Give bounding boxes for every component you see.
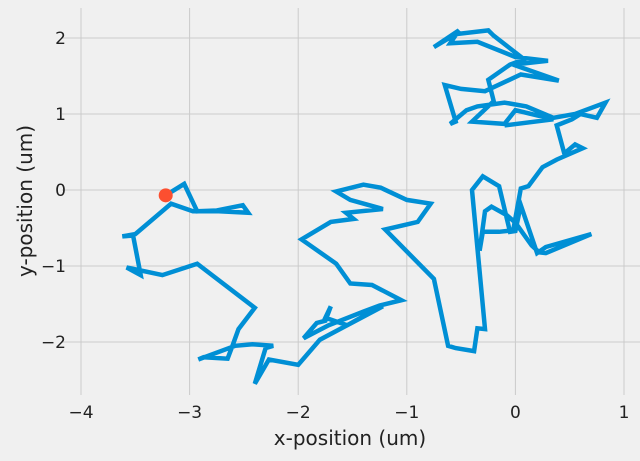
y-tick-label: 0 xyxy=(55,181,66,201)
y-axis-label: y-position (um) xyxy=(13,125,37,277)
x-tick-label: −2 xyxy=(286,403,311,423)
y-tick-label: 2 xyxy=(55,29,66,49)
y-tick-label: 1 xyxy=(55,105,66,125)
marker-group xyxy=(158,188,173,203)
x-tick-labels: −4 −3 −2 −1 0 1 xyxy=(68,403,629,423)
x-tick-label: 1 xyxy=(619,403,630,423)
trajectory-line xyxy=(121,28,611,385)
y-tick-label: −1 xyxy=(41,257,66,277)
x-tick-label: 0 xyxy=(510,403,521,423)
x-tick-label: −1 xyxy=(394,403,419,423)
series-group xyxy=(121,28,611,385)
x-tick-label: −3 xyxy=(177,403,202,423)
y-tick-label: −2 xyxy=(41,333,66,353)
y-tick-labels: −2 −1 0 1 2 xyxy=(41,29,66,353)
x-tick-label: −4 xyxy=(68,403,93,423)
x-axis-label: x-position (um) xyxy=(274,426,426,450)
start-point-marker xyxy=(158,188,173,203)
